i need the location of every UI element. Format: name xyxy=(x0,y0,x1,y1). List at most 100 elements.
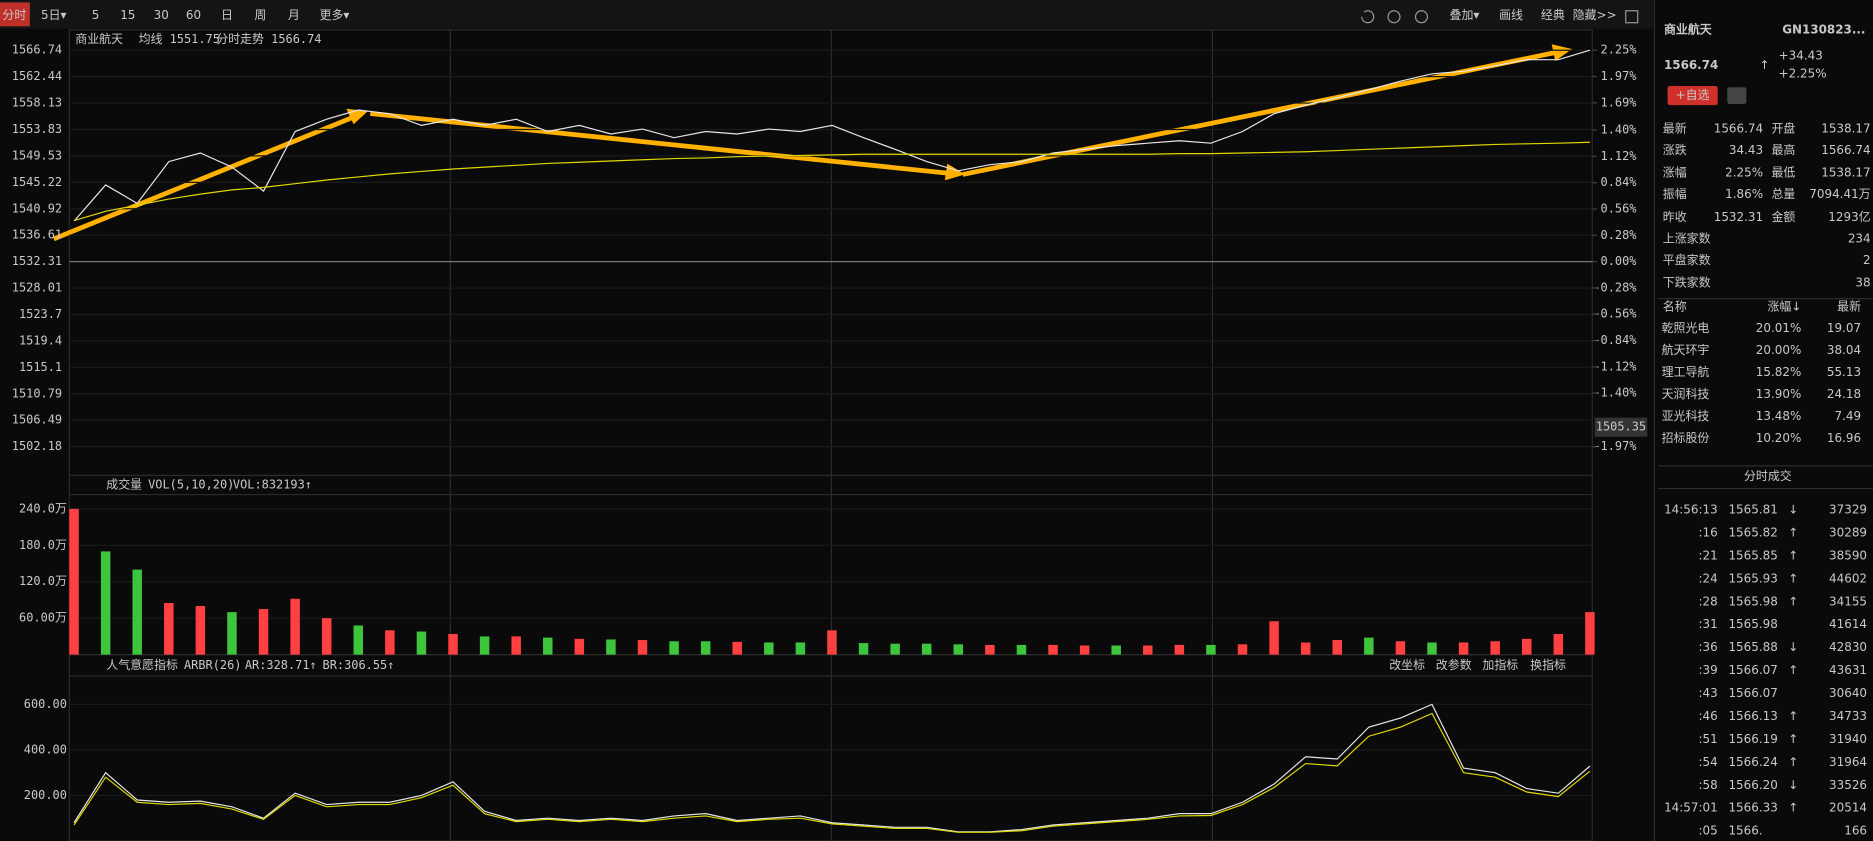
tab[interactable]: 5 xyxy=(92,8,100,22)
stock-price: 24.18 xyxy=(1827,387,1861,401)
stat-label: 最高 xyxy=(1771,142,1795,157)
volume-bar xyxy=(700,641,711,655)
indicator-button[interactable]: 换指标 xyxy=(1530,657,1566,672)
trade-arrow: ↑ xyxy=(1788,709,1798,723)
volume-bar xyxy=(227,612,237,655)
tab[interactable]: 15 xyxy=(120,8,135,22)
tab[interactable]: 60 xyxy=(186,8,201,22)
y-tick-label: 1510.79 xyxy=(12,386,62,400)
vol-label: VOL:832193↑ xyxy=(233,478,312,492)
chart-title: 商业航天 xyxy=(75,31,123,46)
y-tick-label: 1545.22 xyxy=(12,175,62,189)
y-tick-label: 1506.49 xyxy=(12,413,62,427)
volume-bar xyxy=(1111,645,1121,655)
panel-title: 成交量 xyxy=(106,477,142,492)
volume-bar xyxy=(1332,640,1342,655)
tool[interactable]: 叠加▾ xyxy=(1450,8,1480,22)
trade-arrow: ↓ xyxy=(1788,640,1798,654)
tool[interactable]: 经典 xyxy=(1541,8,1565,22)
fullscreen-icon[interactable] xyxy=(1625,10,1639,24)
tool[interactable]: 画线 xyxy=(1499,8,1523,22)
trade-price: 1566.13 xyxy=(1728,709,1777,723)
tab[interactable]: 周 xyxy=(254,8,266,22)
trade-volume: 38590 xyxy=(1829,548,1867,562)
volume-bar xyxy=(1237,644,1248,655)
tab[interactable]: 日 xyxy=(221,8,233,22)
y2-tick-label: 0.56% xyxy=(1601,201,1637,215)
stock-name[interactable]: 天润科技 xyxy=(1662,387,1710,401)
volume-bar xyxy=(1300,642,1311,655)
indicator-button[interactable]: 改参数 xyxy=(1436,657,1472,672)
price-arrow: ↑ xyxy=(1760,58,1770,72)
trade-price: 1566.20 xyxy=(1728,778,1777,792)
tab[interactable]: 分时 xyxy=(2,8,26,22)
trade-arrow: ↑ xyxy=(1788,571,1798,585)
tool[interactable]: 隐藏>> xyxy=(1573,8,1617,22)
volume-bar xyxy=(1269,621,1279,655)
breadth-value: 2 xyxy=(1863,253,1871,267)
trade-time: :39 xyxy=(1698,663,1717,677)
undo-icon[interactable] xyxy=(1361,10,1375,24)
trade-time: :31 xyxy=(1698,617,1717,631)
volume-bar xyxy=(890,643,900,655)
trade-price: 1566. xyxy=(1728,824,1762,838)
watch-button[interactable]: +自选 xyxy=(1676,88,1710,102)
zoom-out-icon[interactable] xyxy=(1414,10,1429,24)
price-line xyxy=(73,141,1590,222)
stat-value: 1532.31 xyxy=(1714,210,1763,224)
zoom-in-icon[interactable] xyxy=(1387,10,1401,24)
y-tick-label: 1519.4 xyxy=(19,333,62,347)
volume-bar xyxy=(1079,645,1090,655)
index-code: GN130823... xyxy=(1782,22,1865,36)
stat-value: 1566.74 xyxy=(1821,143,1870,157)
stock-name[interactable]: 亚光科技 xyxy=(1662,409,1710,423)
stock-name[interactable]: 理工导航 xyxy=(1662,364,1710,379)
trade-arrow: ↑ xyxy=(1788,663,1798,677)
tab[interactable]: 更多▾ xyxy=(320,8,350,22)
trade-time: :16 xyxy=(1698,526,1717,540)
trade-time: :24 xyxy=(1698,571,1717,585)
y2-tick-label: -0.56% xyxy=(1593,307,1636,321)
stock-name[interactable]: 乾照光电 xyxy=(1662,321,1710,335)
stock-price: 55.13 xyxy=(1827,365,1861,379)
toolbar-icons[interactable] xyxy=(1361,10,1639,24)
volume-bar xyxy=(511,636,521,655)
y-tick-label: 400.00 xyxy=(24,742,67,756)
trade-time: 14:56:13 xyxy=(1664,503,1718,517)
trade-price: 1565.82 xyxy=(1728,526,1777,540)
trade-price: 1565.98 xyxy=(1728,594,1777,608)
y-tick-label: 240.0万 xyxy=(19,501,67,515)
tab[interactable]: 30 xyxy=(154,8,169,22)
y-tick-label: 200.00 xyxy=(24,788,67,802)
y-tick-label: 1515.1 xyxy=(19,360,62,374)
trade-arrow: ↑ xyxy=(1788,801,1798,815)
trade-arrow: ↑ xyxy=(1788,548,1798,562)
volume-bar xyxy=(290,598,300,655)
volume-bar xyxy=(921,643,932,655)
index-name: 商业航天 xyxy=(1664,21,1712,36)
y2-tick-label: 1.97% xyxy=(1601,69,1637,83)
panel-params: VOL(5,10,20) xyxy=(148,478,234,492)
stock-name[interactable]: 航天环宇 xyxy=(1662,342,1710,357)
indicator-button[interactable]: 加指标 xyxy=(1482,657,1518,672)
stat-value: 1538.17 xyxy=(1821,166,1870,180)
stock-name[interactable]: 招标股份 xyxy=(1662,431,1710,445)
volume-bar xyxy=(953,644,964,655)
stat-value: 2.25% xyxy=(1725,166,1763,180)
trade-price: 1566.24 xyxy=(1728,755,1777,769)
tab[interactable]: 月 xyxy=(288,8,300,22)
stat-label: 昨收 xyxy=(1663,210,1687,224)
tab[interactable]: 5日▾ xyxy=(41,8,67,22)
stat-value: 1293亿 xyxy=(1828,209,1870,224)
volume-bar xyxy=(164,603,174,655)
trade-price: 1565.98 xyxy=(1728,617,1777,631)
trade-time: :21 xyxy=(1698,548,1717,562)
column-header[interactable]: 涨幅↓ xyxy=(1767,299,1801,314)
watch-button-bg[interactable] xyxy=(1667,86,1718,106)
breadth-value: 234 xyxy=(1848,231,1871,245)
y-tick-label: 1562.44 xyxy=(12,69,62,83)
alert-button[interactable] xyxy=(1727,87,1747,104)
indicator-button[interactable]: 改坐标 xyxy=(1389,658,1425,672)
trade-volume: 31940 xyxy=(1829,732,1867,746)
